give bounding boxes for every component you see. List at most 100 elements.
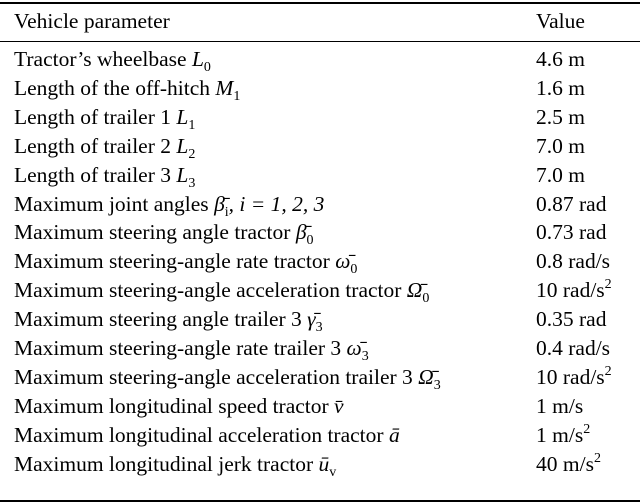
value-text: 0.4 rad/s	[536, 336, 611, 360]
parameter-cell: Maximum steering-angle acceleration trai…	[14, 363, 441, 393]
parameter-cell: Maximum steering angle trailer 3 γ̄3	[14, 305, 323, 336]
table-row: Maximum longitudinal acceleration tracto…	[0, 421, 640, 449]
value-text: 2.5 m	[536, 104, 585, 129]
parameter-label: Maximum steering-angle rate trailer 3	[14, 336, 347, 360]
value-text: 7.0 m	[536, 133, 585, 158]
table-row: Maximum joint angles β̄i, i = 1, 2, 3 0.8…	[0, 190, 640, 220]
table-row: Maximum longitudinal jerk tractor ūv 40 m…	[0, 450, 640, 480]
value-text: 0.8 rad/s	[536, 249, 611, 274]
parameter-cell: Tractor’s wheelbase L0	[14, 45, 211, 75]
parameter-label: Length of trailer 2	[14, 133, 177, 158]
parameter-label: Maximum longitudinal acceleration tracto…	[14, 422, 389, 447]
parameter-symbol: γ̄3	[307, 307, 323, 336]
table-row: Maximum steering angle trailer 3 γ̄3 0.35…	[0, 305, 640, 336]
parameter-symbol: Ω̄0	[406, 278, 430, 307]
parameter-label: Maximum steering-angle rate tractor	[14, 249, 336, 274]
parameter-label: Maximum steering-angle acceleration trai…	[14, 364, 419, 389]
parameter-label: Maximum steering angle tractor	[14, 220, 296, 245]
parameter-symbol: L3	[176, 162, 196, 191]
parameter-cell: Length of trailer 3 L3	[14, 161, 196, 191]
parameter-label: Maximum steering-angle acceleration trac…	[14, 278, 407, 303]
header-parameter: Vehicle parameter	[14, 9, 170, 33]
parameter-symbol: L1	[176, 104, 196, 133]
value-cell: 1.6 m	[536, 74, 585, 102]
value-cell: 7.0 m	[536, 161, 585, 189]
symbol-subscript: 3	[188, 175, 196, 191]
table-row: Length of trailer 3 L3 7.0 m	[0, 161, 640, 191]
parameter-label: Maximum joint angles	[14, 191, 215, 216]
parameter-label: Length of the off-hitch	[14, 75, 216, 100]
parameter-cell: Maximum steering angle tractor β̄0	[14, 218, 314, 249]
table-row: Length of trailer 1 L1 2.5 m	[0, 103, 640, 133]
header-rule	[0, 41, 640, 42]
parameter-cell: Maximum joint angles β̄i, i = 1, 2, 3	[14, 190, 325, 220]
value-cell: 1 m/s	[536, 392, 583, 420]
parameter-label: Tractor’s wheelbase	[14, 47, 192, 71]
parameter-label: Maximum steering angle trailer 3	[14, 307, 308, 332]
parameter-cell: Maximum steering-angle rate tractor ω̄0	[14, 247, 358, 278]
table-row: Length of trailer 2 L2 7.0 m	[0, 132, 640, 162]
symbol-subscript: 3	[361, 349, 369, 364]
parameter-label: Length of trailer 1	[14, 104, 177, 129]
table-row: Maximum steering-angle acceleration trac…	[0, 276, 640, 307]
value-text: 40 m/s	[536, 451, 594, 476]
parameter-index-range: , i = 1, 2, 3	[228, 191, 325, 216]
value-cell: 0.4 rad/s	[536, 334, 610, 362]
value-cell: 0.73 rad	[536, 218, 606, 246]
value-text: 1.6 m	[536, 75, 585, 100]
value-cell: 10 rad/s2	[536, 276, 612, 304]
table-row: Maximum steering-angle rate trailer 3 ω̄…	[0, 334, 640, 364]
table-row: Maximum longitudinal speed tractor v̄ 1 m…	[0, 392, 640, 420]
parameter-cell: Maximum longitudinal jerk tractor ūv	[14, 450, 337, 480]
table-row: Length of the off-hitch M1 1.6 m	[0, 74, 640, 104]
unit-exponent: 2	[583, 421, 591, 437]
parameter-symbol: β̄0	[295, 220, 314, 249]
parameter-cell: Maximum steering-angle rate trailer 3 ω̄…	[14, 334, 369, 364]
symbol-subscript: 0	[422, 291, 430, 307]
top-rule	[0, 2, 640, 4]
value-text: 7.0 m	[536, 162, 585, 187]
parameter-symbol: ā	[388, 422, 400, 447]
parameter-label: Maximum longitudinal speed tractor	[14, 393, 335, 418]
parameter-cell: Length of the off-hitch M1	[14, 74, 241, 104]
header-value: Value	[536, 9, 585, 33]
value-cell: 40 m/s2	[536, 450, 601, 478]
parameter-symbol: ω̄0	[335, 249, 358, 278]
value-cell: 10 rad/s2	[536, 363, 612, 391]
unit-exponent: 2	[593, 450, 601, 466]
bottom-rule	[0, 500, 640, 502]
value-text: 10 rad/s	[536, 364, 605, 389]
value-cell: 1 m/s2	[536, 421, 590, 449]
value-text: 4.6 m	[536, 47, 585, 71]
unit-exponent: 2	[604, 363, 612, 379]
value-text: 10 rad/s	[536, 278, 605, 303]
symbol-subscript: i	[224, 204, 229, 220]
value-cell: 4.6 m	[536, 45, 585, 73]
table-row: Maximum steering angle tractor β̄0 0.73 r…	[0, 218, 640, 249]
symbol-subscript: 2	[188, 146, 196, 162]
value-cell: 0.87 rad	[536, 190, 606, 218]
parameter-symbol: L2	[176, 133, 196, 162]
value-text: 1 m/s	[536, 422, 584, 447]
parameter-symbol: Ω̄3	[418, 364, 441, 393]
parameter-symbol: ūv	[318, 451, 337, 480]
value-text: 0.35 rad	[536, 307, 607, 332]
value-cell: 0.35 rad	[536, 305, 606, 333]
symbol-subscript: v	[329, 464, 337, 480]
parameter-symbol: L0	[191, 47, 211, 75]
parameter-symbol: v̄	[334, 393, 344, 418]
parameter-cell: Length of trailer 1 L1	[14, 103, 196, 133]
value-cell: 0.8 rad/s	[536, 247, 610, 275]
symbol-subscript: 1	[233, 88, 241, 104]
symbol-subscript: 3	[433, 377, 441, 393]
table-row: Maximum steering-angle rate tractor ω̄0 0…	[0, 247, 640, 278]
value-text: 1 m/s	[536, 393, 584, 418]
parameter-symbol: M1	[215, 75, 241, 104]
value-text: 0.87 rad	[536, 191, 607, 216]
unit-exponent: 2	[604, 277, 612, 293]
parameter-cell: Maximum longitudinal speed tractor v̄	[14, 392, 344, 420]
parameter-label: Maximum longitudinal jerk tractor	[14, 451, 319, 476]
value-cell: 7.0 m	[536, 132, 585, 160]
parameter-cell: Length of trailer 2 L2	[14, 132, 196, 162]
